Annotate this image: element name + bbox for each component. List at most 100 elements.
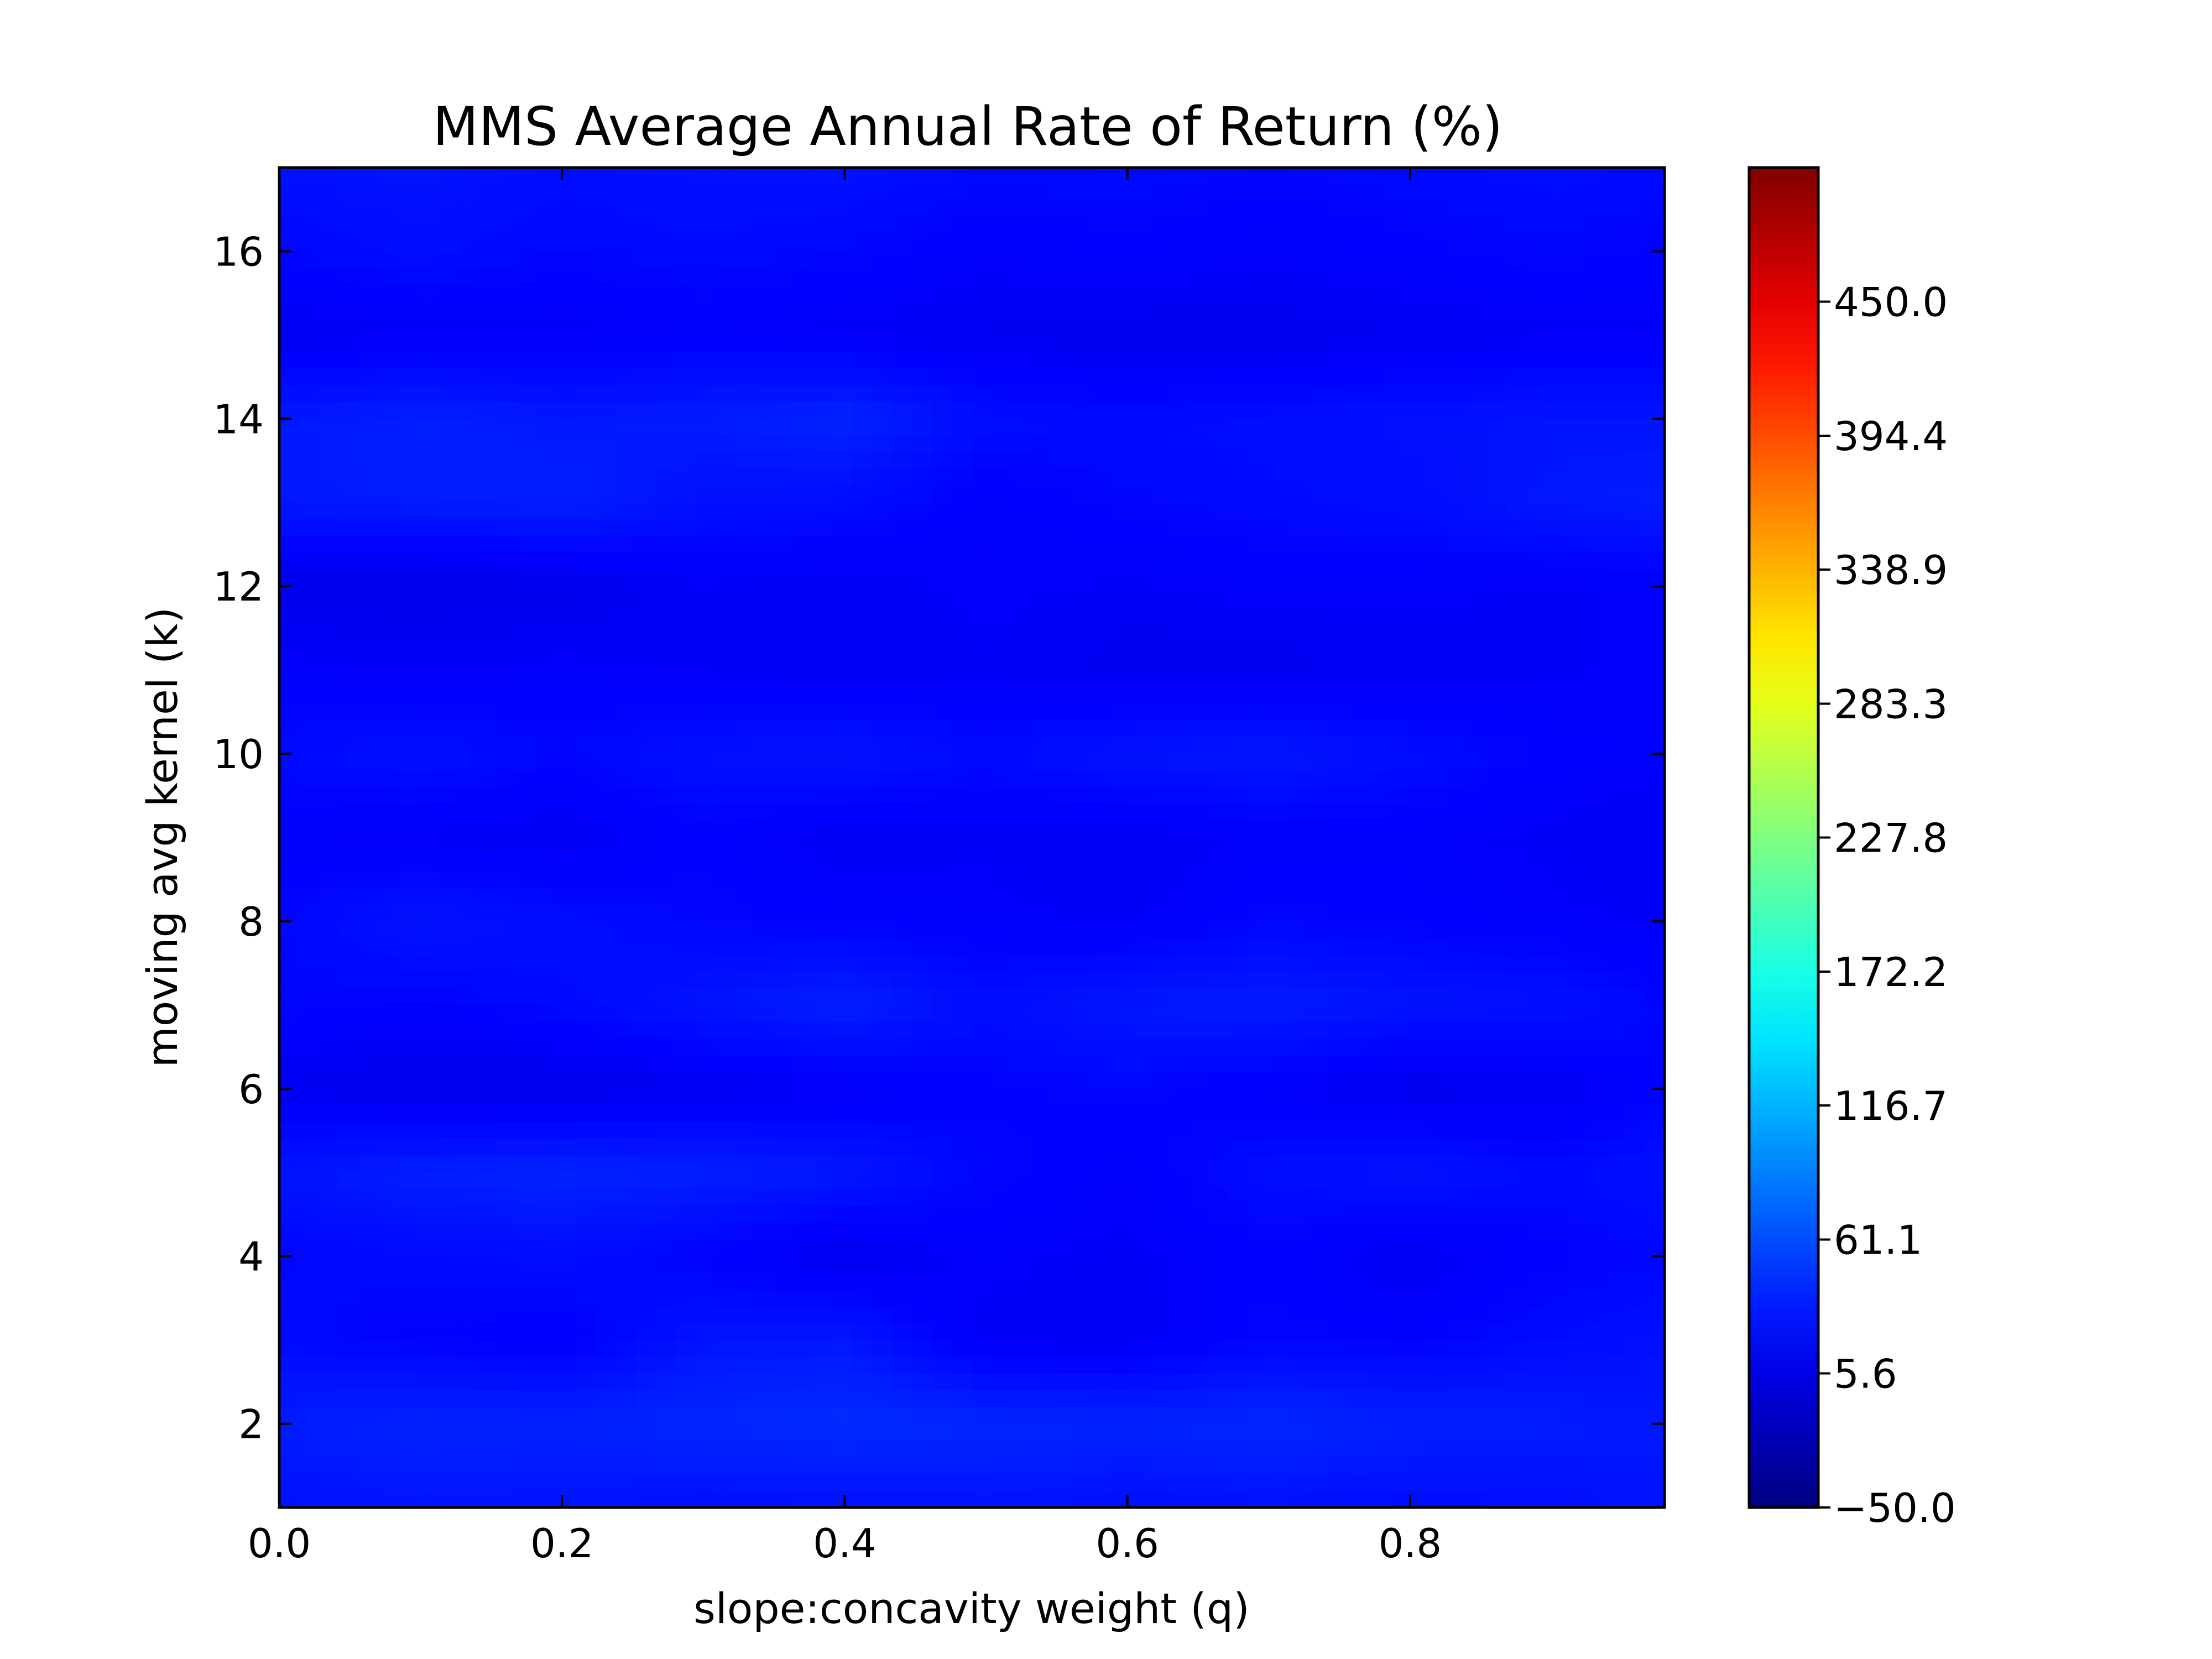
heatmap-cell [1645, 921, 1665, 939]
heatmap-cell [319, 385, 340, 403]
heatmap-cell [1209, 1155, 1230, 1173]
heatmap-cell [437, 251, 458, 269]
heatmap-cell [1506, 469, 1527, 487]
heatmap-cell [695, 703, 716, 721]
heatmap-cell [596, 486, 617, 503]
heatmap-cell [1526, 653, 1547, 671]
heatmap-cell [556, 821, 577, 838]
heatmap-cell [378, 1290, 399, 1307]
heatmap-cell [1150, 435, 1171, 453]
heatmap-cell [1209, 1340, 1230, 1358]
heatmap-cell [893, 419, 914, 436]
heatmap-cell [1130, 1088, 1151, 1107]
heatmap-cell [1249, 1005, 1270, 1022]
heatmap-cell [1506, 385, 1527, 403]
heatmap-cell [517, 804, 538, 822]
heatmap-cell [952, 720, 973, 738]
heatmap-cell [1625, 1290, 1646, 1307]
heatmap-cell [1110, 754, 1131, 771]
heatmap-cell [1190, 1272, 1210, 1291]
heatmap-cell [1348, 670, 1369, 687]
heatmap-cell [1368, 168, 1388, 185]
heatmap-cell [398, 1306, 419, 1324]
heatmap-cell [338, 1223, 359, 1240]
heatmap-cell [497, 888, 518, 905]
heatmap-cell [1170, 787, 1191, 805]
heatmap-cell [1368, 1340, 1388, 1358]
heatmap-cell [477, 569, 498, 587]
heatmap-cell [536, 586, 557, 604]
heatmap-cell [972, 385, 993, 403]
heatmap-cell [1407, 804, 1428, 822]
heatmap-cell [1486, 871, 1507, 889]
heatmap-cell [1546, 1256, 1567, 1274]
heatmap-cell [517, 737, 538, 755]
heatmap-cell [1546, 1189, 1567, 1207]
heatmap-cell [338, 1323, 359, 1341]
heatmap-cell [1585, 1272, 1606, 1291]
heatmap-cell [1605, 268, 1626, 286]
heatmap-cell [734, 402, 755, 420]
heatmap-cell [1407, 552, 1428, 570]
heatmap-cell [497, 1290, 518, 1307]
heatmap-cell [1348, 904, 1369, 922]
heatmap-cell [1071, 201, 1092, 218]
heatmap-cell [1288, 603, 1309, 620]
heatmap-cell [912, 519, 933, 537]
heatmap-cell [299, 1206, 320, 1224]
heatmap-cell [1645, 988, 1665, 1006]
heatmap-cell [972, 821, 993, 838]
heatmap-cell [952, 234, 973, 252]
heatmap-cell [1387, 888, 1408, 905]
heatmap-cell [1447, 686, 1468, 705]
heatmap-cell [1387, 1272, 1408, 1291]
heatmap-cell [893, 787, 914, 805]
heatmap-cell [754, 552, 775, 570]
heatmap-cell [1170, 1072, 1191, 1089]
heatmap-cell [1585, 653, 1606, 671]
heatmap-cell [1407, 385, 1428, 403]
heatmap-cell [873, 318, 894, 336]
heatmap-cell [576, 888, 597, 905]
heatmap-cell [794, 888, 815, 905]
heatmap-cell [675, 552, 696, 570]
heatmap-cell [695, 837, 716, 855]
heatmap-cell [497, 720, 518, 738]
heatmap-cell [1110, 301, 1131, 319]
heatmap-cell [1387, 737, 1408, 755]
heatmap-cell [734, 821, 755, 838]
heatmap-cell [714, 402, 735, 420]
heatmap-cell [1566, 268, 1586, 286]
heatmap-cell [754, 938, 775, 956]
heatmap-cell [912, 737, 933, 755]
heatmap-cell [279, 737, 300, 755]
heatmap-cell [1031, 502, 1052, 520]
heatmap-cell [1407, 201, 1428, 218]
heatmap-cell [912, 318, 933, 336]
heatmap-cell [1288, 486, 1309, 503]
heatmap-cell [1110, 821, 1131, 838]
heatmap-cell [279, 234, 300, 252]
heatmap-cell [1170, 1256, 1191, 1274]
heatmap-cell [794, 1272, 815, 1291]
heatmap-cell [932, 871, 953, 889]
heatmap-cell [497, 552, 518, 570]
heatmap-cell [873, 971, 894, 989]
heatmap-cell [1486, 1206, 1507, 1224]
heatmap-cell [437, 1155, 458, 1173]
heatmap-cell [1209, 1172, 1230, 1190]
heatmap-cell [299, 536, 320, 554]
heatmap-cell [952, 586, 973, 604]
heatmap-cell [1427, 1172, 1448, 1190]
heatmap-cell [932, 821, 953, 838]
heatmap-cell [1130, 1290, 1151, 1307]
heatmap-cell [338, 971, 359, 989]
heatmap-cell [1229, 168, 1250, 185]
heatmap-cell [833, 1105, 854, 1123]
heatmap-cell [1308, 1088, 1329, 1107]
heatmap-cell [655, 904, 676, 922]
heatmap-cell [615, 804, 637, 822]
heatmap-cell [1288, 201, 1309, 218]
heatmap-cell [536, 502, 557, 520]
heatmap-cell [1387, 1323, 1408, 1341]
